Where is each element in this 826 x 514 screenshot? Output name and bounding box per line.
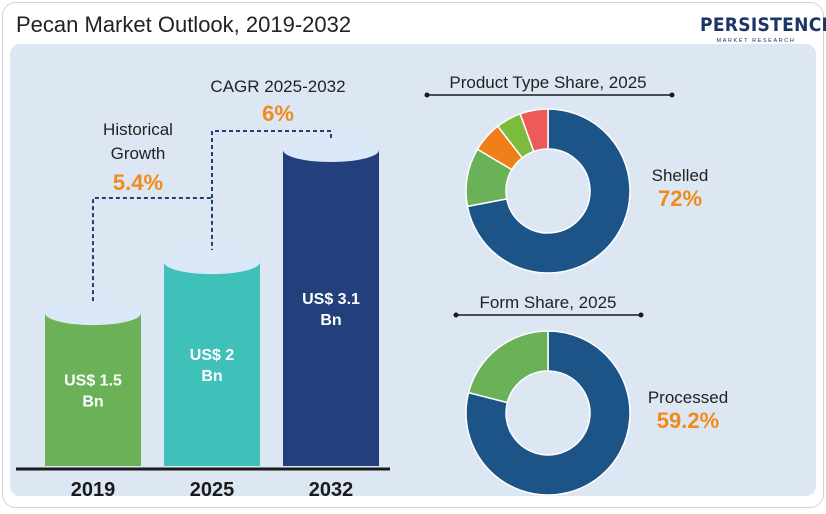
content-panel [10,44,816,496]
bar-cap-2025 [164,250,260,275]
donut-slice [519,108,549,153]
form-donut [465,330,631,496]
donut-titles: Product Type Share, 2025 Form Share, 2025 [424,73,675,318]
underline-dot [424,92,430,98]
historical-growth-label-line2: Growth [110,144,166,163]
historical-growth-value: 5.4% [112,170,164,195]
growth-connectors [92,130,332,302]
bar-chart: US$ 1.5 Bn 2019 US$ 2 Bn 2025 US$ 3.1 Bn 2032 [16,138,390,501]
x-tick-2019: 2019 [71,479,116,501]
historical-connector [92,197,213,302]
donut-slice [466,108,631,274]
underline-dot [669,92,675,98]
processed-value: 59.2% [656,408,720,433]
bar-cap-2032 [283,138,379,162]
underline-dot [638,312,644,318]
cagr-connector [211,130,332,198]
bar-value-label: US$ 2 [190,347,235,364]
bar-2019 [45,313,141,466]
shelled-value: 72% [657,186,703,211]
logo-wordmark: PERSISTENCE [700,14,826,36]
x-tick-2032: 2032 [309,479,354,501]
bar-cap-2019 [45,301,141,326]
bar-value-label: US$ 1.5 [64,373,122,390]
donut-title: Form Share, 2025 [479,293,616,312]
bar-value-label: Bn [201,368,222,385]
donut-title: Product Type Share, 2025 [449,73,646,92]
bar-2032 [283,150,379,466]
bar-value-label: Bn [82,394,103,411]
processed-label: Processed [647,388,729,407]
page-title: Pecan Market Outlook, 2019-2032 [16,12,352,37]
donut-slice [467,330,549,404]
bar-2025 [164,262,260,466]
x-tick-2025: 2025 [190,479,235,501]
underline-dot [453,312,459,318]
brand-logo: PERSISTENCE MARKET RESEARCH [700,14,826,50]
logo-tagline: MARKET RESEARCH [716,38,796,44]
historical-growth-label-line1: Historical [103,120,173,139]
bar-value-label: US$ 3.1 [302,291,360,308]
bar-value-label: Bn [320,312,341,329]
cagr-label: CAGR 2025-2032 [210,77,346,96]
cagr-value: 6% [262,101,294,126]
shelled-label: Shelled [651,166,709,185]
product-type-donut [465,108,631,274]
donut-slice [465,330,631,496]
